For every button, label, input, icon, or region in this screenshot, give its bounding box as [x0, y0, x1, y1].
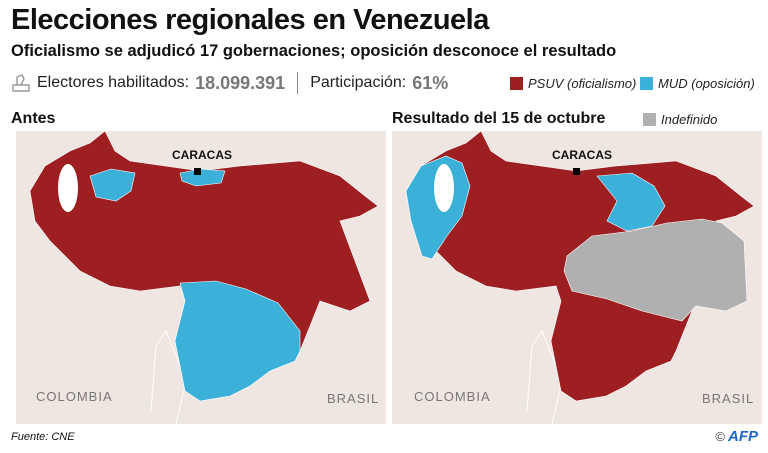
map-before: CARACAS COLOMBIA BRASIL: [16, 131, 386, 424]
neighbor-colombia: COLOMBIA: [414, 389, 491, 404]
legend-psuv: PSUV (oficialismo): [510, 76, 636, 91]
region-zulia-mud: [89, 168, 136, 202]
capital-label: CARACAS: [172, 148, 232, 162]
afp-logo: AFP: [728, 428, 758, 445]
source-note: Fuente: CNE: [11, 431, 75, 443]
voters-label: Electores habilitados:: [37, 74, 190, 91]
lake-maracaibo: [58, 164, 78, 212]
indefinido-swatch: [643, 113, 656, 126]
map-title-after: Resultado del 15 de octubre: [392, 110, 606, 127]
turnout-label: Participación:: [310, 74, 407, 91]
ballot-box-icon: [12, 74, 30, 92]
map-title-before: Antes: [11, 110, 56, 127]
capital-marker: [573, 168, 580, 175]
legend-mud: MUD (oposición): [640, 76, 755, 91]
region-bolivar-undefined: [563, 218, 748, 322]
neighbor-brasil: BRASIL: [327, 391, 380, 406]
region-east-mud: [596, 172, 666, 232]
map-after: CARACAS COLOMBIA BRASIL: [392, 131, 762, 424]
capital-label: CARACAS: [552, 148, 612, 162]
legend-label: Indefinido: [661, 112, 718, 127]
page-title: Elecciones regionales en Venezuela: [11, 4, 489, 36]
divider: [297, 72, 299, 94]
neighbor-brasil: BRASIL: [702, 391, 755, 406]
neighbor-colombia: COLOMBIA: [36, 389, 113, 404]
afp-credit: © AFP: [715, 428, 758, 445]
lake-maracaibo: [434, 164, 454, 212]
capital-marker: [194, 168, 201, 175]
psuv-swatch: [510, 77, 523, 90]
turnout-value: 61%: [412, 72, 449, 93]
subtitle: Oficialismo se adjudicó 17 gobernaciones…: [11, 42, 617, 60]
region-west-mud: [405, 155, 471, 260]
legend-label: PSUV (oficialismo): [528, 76, 637, 91]
region-amazonas-mud: [174, 280, 301, 402]
mud-swatch: [640, 77, 653, 90]
voters-value: 18.099.391: [195, 72, 286, 93]
stats-row: Electores habilitados: 18.099.391 Partic…: [11, 72, 448, 94]
legend-label: MUD (oposición): [658, 76, 755, 91]
legend-indefinido: Indefinido: [643, 112, 717, 127]
copyright-symbol: ©: [715, 429, 725, 444]
